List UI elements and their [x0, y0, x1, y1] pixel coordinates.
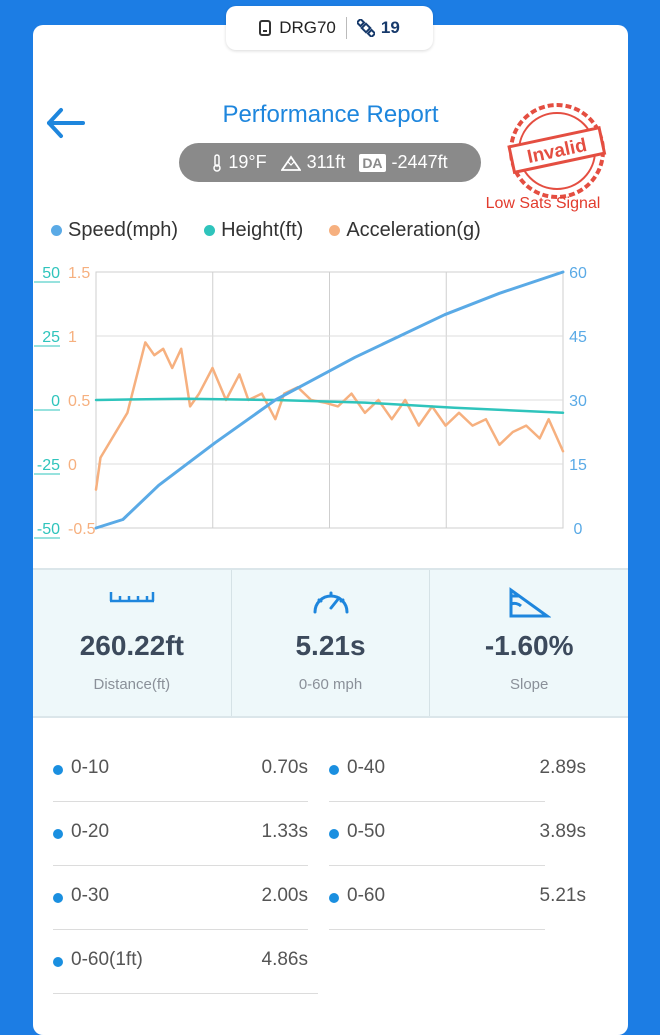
split-time: 1.33s	[261, 821, 308, 842]
height-axis-tick: -50	[37, 521, 60, 538]
legend-acceleration-dot	[329, 225, 341, 236]
split-dot	[53, 829, 63, 839]
slope-label: Slope	[509, 676, 549, 693]
report-card: Performance Report 19°F 311ft DA -2447ft	[33, 25, 628, 1035]
zero-sixty-value: 5.21s	[295, 630, 366, 661]
stat-distance: 260.22ft Distance(ft)	[33, 570, 231, 716]
legend-height-label: Height(ft)	[221, 219, 304, 241]
speed-axis-tick: 60	[569, 265, 587, 282]
split-dot	[329, 765, 339, 775]
pill-divider	[345, 17, 347, 39]
invalid-stamp: Invalid	[507, 103, 607, 199]
speed-line	[94, 270, 565, 530]
split-divider	[53, 993, 318, 994]
split-row: 0-40 2.89s	[329, 745, 586, 809]
speed-axis-tick: 0	[574, 521, 583, 538]
stamp-note: Low Sats Signal	[485, 195, 601, 212]
legend-height-dot	[204, 225, 216, 236]
height-axis-tick: 25	[42, 329, 60, 346]
mountain-icon	[280, 154, 301, 171]
legend-acceleration-label: Acceleration(g)	[346, 219, 481, 241]
zero-sixty-label: 0-60 mph	[298, 676, 363, 693]
ruler-icon	[109, 592, 155, 603]
legend-acceleration[interactable]: Acceleration(g)	[329, 219, 481, 242]
split-divider	[329, 801, 545, 802]
split-divider	[53, 801, 308, 802]
height-axis-tick: 50	[42, 265, 60, 282]
satellite-indicator: 19	[356, 18, 400, 38]
satellite-icon	[356, 19, 375, 37]
speed-axis-tick: 15	[569, 457, 587, 474]
slope-icon	[509, 587, 552, 618]
split-dot	[329, 893, 339, 903]
split-name: 0-50	[347, 821, 386, 842]
split-name: 0-60(1ft)	[71, 949, 143, 970]
height-line	[94, 397, 565, 415]
split-row: 0-60(1ft) 4.86s	[53, 937, 318, 1001]
accel-axis-tick: 0.5	[68, 393, 90, 410]
split-row: 0-10 0.70s	[53, 745, 308, 809]
split-time: 4.86s	[261, 949, 308, 970]
split-time: 0.70s	[261, 757, 308, 778]
stat-zero-sixty: 5.21s 0-60 mph	[230, 570, 430, 716]
density-altitude: DA -2447ft	[359, 152, 448, 173]
split-dot	[53, 893, 63, 903]
split-dot	[53, 957, 63, 967]
speedometer-icon	[313, 591, 348, 614]
split-name: 0-40	[347, 757, 386, 778]
altitude: 311ft	[280, 152, 346, 173]
satellite-count: 19	[380, 18, 400, 37]
temperature: 19°F	[212, 152, 267, 173]
legend-speed[interactable]: Speed(mph)	[51, 219, 178, 242]
device-status-pill[interactable]: DRG70 19	[226, 6, 433, 50]
device-indicator: DRG70	[259, 18, 336, 38]
accel-axis-tick: -0.5	[68, 521, 96, 538]
distance-label: Distance(ft)	[93, 676, 171, 693]
legend-height[interactable]: Height(ft)	[204, 219, 303, 242]
split-divider	[53, 865, 308, 866]
da-badge: DA	[359, 153, 386, 172]
accel-axis-tick: 1.5	[68, 265, 90, 282]
altitude-value: 311ft	[306, 152, 346, 172]
stat-slope: -1.60% Slope	[429, 570, 628, 716]
split-name: 0-30	[71, 885, 110, 906]
split-time: 3.89s	[539, 821, 586, 842]
device-name: DRG70	[279, 18, 336, 37]
speed-axis-tick: 30	[569, 393, 587, 410]
split-divider	[53, 929, 308, 930]
accel-axis-tick: 0	[68, 457, 77, 474]
density-altitude-value: -2447ft	[391, 152, 448, 172]
accel-axis-tick: 1	[68, 329, 77, 346]
chart-legend: Speed(mph) Height(ft) Acceleration(g)	[51, 219, 481, 242]
split-name: 0-10	[71, 757, 110, 778]
split-row: 0-50 3.89s	[329, 809, 586, 873]
temperature-value: 19°F	[228, 152, 267, 172]
distance-value: 260.22ft	[79, 630, 184, 661]
split-row: 0-30 2.00s	[53, 873, 308, 937]
stats-panel: 260.22ft Distance(ft) 5.21s 0-60 mph -1.…	[33, 568, 628, 718]
split-name: 0-60	[347, 885, 386, 906]
speed-axis-tick: 45	[569, 329, 587, 346]
back-arrow-icon[interactable]	[43, 105, 89, 141]
height-axis-tick: -25	[37, 457, 60, 474]
split-time: 5.21s	[539, 885, 586, 906]
height-axis-tick: 0	[51, 393, 60, 410]
split-time: 2.00s	[261, 885, 308, 906]
split-row: 0-20 1.33s	[53, 809, 308, 873]
environment-pill: 19°F 311ft DA -2447ft	[179, 143, 481, 182]
split-dot	[53, 765, 63, 775]
split-dot	[329, 829, 339, 839]
split-name: 0-20	[71, 821, 110, 842]
thermometer-icon	[213, 153, 222, 172]
page-title: Performance Report	[222, 101, 439, 128]
split-row: 0-60 5.21s	[329, 873, 586, 937]
performance-chart: 50 25 0 -25 -50 1.5 1 0.5 0 -0.5 60 45 30 15 0	[34, 265, 587, 539]
legend-speed-dot	[51, 225, 62, 236]
slope-value: -1.60%	[484, 630, 574, 661]
device-icon	[259, 20, 272, 36]
split-divider	[329, 929, 545, 930]
split-time: 2.89s	[539, 757, 586, 778]
split-divider	[329, 865, 545, 866]
legend-speed-label: Speed(mph)	[68, 219, 179, 241]
